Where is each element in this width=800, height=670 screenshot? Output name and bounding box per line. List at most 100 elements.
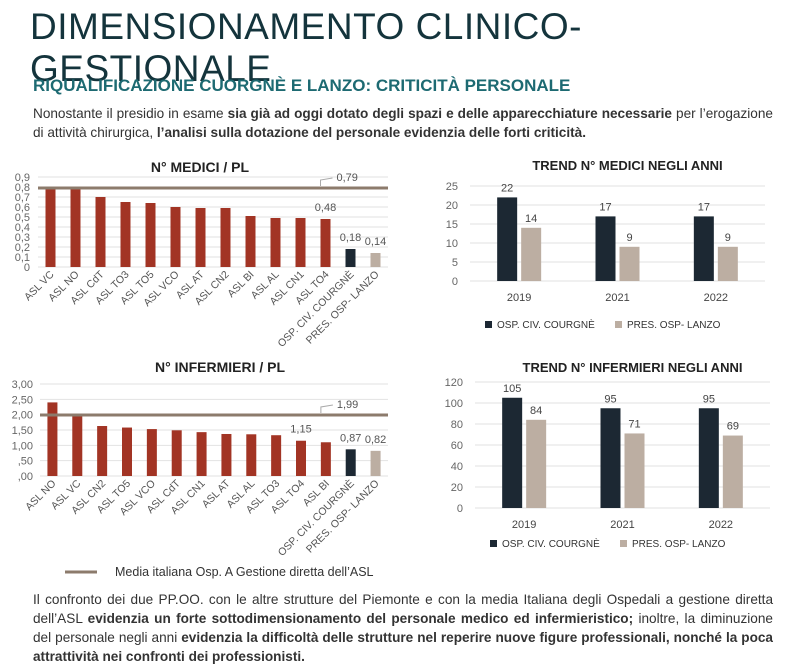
bar (624, 433, 645, 508)
bar (600, 408, 621, 508)
bar (170, 207, 181, 267)
bar (122, 427, 132, 476)
leader-line (320, 177, 333, 186)
data-label: 0,48 (315, 202, 336, 214)
y-tick-label: 120 (445, 377, 463, 389)
bar (270, 218, 281, 267)
y-tick-label: 0,1 (15, 252, 30, 264)
bar (245, 216, 256, 267)
x-tick-label: 2022 (704, 292, 728, 304)
y-tick-label: 0 (452, 276, 458, 288)
data-label: 9 (626, 232, 632, 244)
bar (320, 442, 331, 476)
bar (595, 216, 616, 281)
intro-text: per l’erogazione di attività chirurgica, (33, 106, 773, 140)
bar (271, 435, 282, 476)
y-tick-label: ,00 (18, 471, 33, 483)
legend-label: PRES. OSP- LANZO (627, 320, 721, 331)
y-tick-label: 60 (451, 440, 463, 452)
legend-swatch (615, 321, 622, 328)
bar (72, 415, 83, 476)
y-tick-label: 2,00 (12, 410, 33, 422)
bar (717, 246, 738, 281)
bar (693, 216, 714, 281)
bar (320, 219, 331, 267)
bar (196, 432, 207, 476)
chart-title: N° MEDICI / PL (151, 159, 250, 175)
y-tick-label: 0,8 (15, 182, 30, 194)
y-tick-label: 2,50 (12, 394, 33, 406)
intro-bold: sia già ad oggi dotato degli spazi e del… (227, 106, 672, 121)
y-tick-label: 0,3 (15, 232, 30, 244)
data-label: 69 (727, 421, 739, 433)
y-tick-label: 0 (24, 262, 30, 274)
bar (220, 208, 231, 267)
bar (722, 435, 743, 508)
bar (145, 203, 156, 267)
legend-label: PRES. OSP- LANZO (632, 539, 726, 550)
y-tick-label: 40 (451, 461, 463, 473)
x-tick-label: 2019 (507, 292, 531, 304)
legend-mean-line-label: Media italiana Osp. A Gestione diretta d… (115, 565, 374, 579)
data-label: 95 (604, 393, 616, 405)
chart-title: TREND N° MEDICI NEGLI ANNI (532, 158, 722, 173)
data-label: 17 (599, 201, 611, 213)
x-tick-label: 2022 (709, 519, 733, 531)
data-label: 84 (530, 405, 542, 417)
y-tick-label: 3,00 (12, 379, 33, 391)
y-tick-label: 5 (452, 257, 458, 269)
bar (698, 408, 719, 508)
data-label: 17 (698, 201, 710, 213)
y-tick-label: 0,5 (15, 212, 30, 224)
y-tick-label: 80 (451, 419, 463, 431)
outro-text: inoltre, la diminuzione del personale ne… (33, 611, 773, 645)
section-subtitle: RIQUALIFICAZIONE CUORGNÈ E LANZO: CRITIC… (33, 76, 571, 95)
bar (221, 433, 232, 476)
x-tick-label: 2019 (512, 519, 536, 531)
bar (521, 227, 542, 281)
bar (120, 202, 131, 267)
mean-label: 0,79 (337, 172, 358, 184)
bar (195, 208, 206, 267)
bar (246, 434, 257, 476)
bar (619, 246, 640, 281)
legend-swatch (485, 321, 492, 328)
x-tick-label: 2021 (605, 292, 629, 304)
y-tick-label: 0,9 (15, 172, 30, 184)
bar (370, 450, 381, 476)
y-tick-label: 20 (446, 200, 458, 212)
legend-swatch (490, 540, 497, 547)
outro-bold: evidenzia la difficoltà delle strutture … (33, 630, 773, 664)
bar (345, 449, 356, 476)
intro-text: Nonostante il presidio in esame (33, 106, 228, 121)
legend-swatch (620, 540, 627, 547)
bar (345, 249, 356, 267)
bar (47, 402, 58, 476)
data-label: 95 (703, 393, 715, 405)
legend-label: OSP. CIV. COURGNÈ (497, 318, 595, 331)
data-label: 9 (725, 232, 731, 244)
data-label: 0,82 (365, 434, 386, 446)
data-label: 0,87 (340, 432, 361, 444)
bar (296, 440, 306, 476)
data-label: 105 (503, 383, 521, 395)
outro-bold: evidenzia un forte sottodimensionamento … (87, 611, 634, 626)
outro-text: Il confronto dei due PP.OO. con le altre… (33, 592, 773, 626)
y-tick-label: 20 (451, 482, 463, 494)
bar (45, 188, 56, 267)
bar (295, 218, 306, 267)
mean-label: 1,99 (337, 399, 358, 411)
y-tick-label: 100 (445, 398, 463, 410)
data-label: 22 (501, 182, 513, 194)
data-label: 1,15 (290, 424, 311, 436)
bar (97, 426, 108, 476)
bar (370, 253, 381, 267)
bar (497, 197, 518, 281)
y-tick-label: 15 (446, 219, 458, 231)
y-tick-label: ,50 (18, 456, 33, 468)
data-label: 14 (525, 213, 537, 225)
y-tick-label: 1,00 (12, 440, 33, 452)
y-tick-label: 0,6 (15, 202, 30, 214)
conclusion-paragraph: Il confronto dei due PP.OO. con le altre… (33, 590, 773, 666)
